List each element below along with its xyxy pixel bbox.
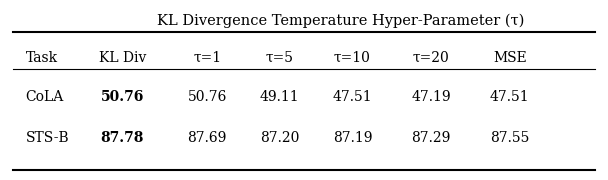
Text: 87.78: 87.78 bbox=[101, 131, 144, 145]
Text: KL Divergence Temperature Hyper-Parameter (τ): KL Divergence Temperature Hyper-Paramete… bbox=[157, 14, 524, 28]
Text: 50.76: 50.76 bbox=[187, 90, 227, 104]
Text: MSE: MSE bbox=[493, 51, 527, 65]
Text: 47.51: 47.51 bbox=[490, 90, 530, 104]
Text: 87.20: 87.20 bbox=[260, 131, 300, 145]
Text: 87.19: 87.19 bbox=[333, 131, 372, 145]
Text: STS-B: STS-B bbox=[26, 131, 69, 145]
Text: τ=1: τ=1 bbox=[193, 51, 221, 65]
Text: CoLA: CoLA bbox=[26, 90, 64, 104]
Text: 87.69: 87.69 bbox=[187, 131, 227, 145]
Text: 87.29: 87.29 bbox=[412, 131, 451, 145]
Text: 87.55: 87.55 bbox=[490, 131, 530, 145]
Text: τ=20: τ=20 bbox=[413, 51, 449, 65]
Text: KL Div: KL Div bbox=[98, 51, 146, 65]
Text: τ=10: τ=10 bbox=[334, 51, 371, 65]
Text: 49.11: 49.11 bbox=[260, 90, 300, 104]
Text: 50.76: 50.76 bbox=[101, 90, 144, 104]
Text: 47.51: 47.51 bbox=[333, 90, 372, 104]
Text: Task: Task bbox=[26, 51, 58, 65]
Text: τ=5: τ=5 bbox=[266, 51, 294, 65]
Text: 47.19: 47.19 bbox=[411, 90, 451, 104]
